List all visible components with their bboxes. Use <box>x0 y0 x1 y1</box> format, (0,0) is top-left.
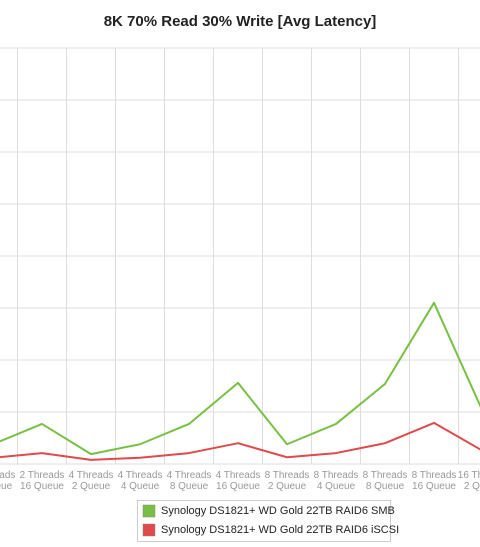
x-tick-label-line: 4 Queue <box>317 481 356 492</box>
x-tick-label-line: 4 Queue <box>121 481 160 492</box>
chart-title: 8K 70% Read 30% Write [Avg Latency] <box>104 13 377 30</box>
x-tick-label-line: 8 Queue <box>366 481 405 492</box>
legend <box>137 500 391 542</box>
x-tick-label-line: 16 Queue <box>412 481 456 492</box>
x-tick-label-line: 8 Queue <box>170 481 209 492</box>
x-tick-label-line: 4 Threads <box>118 470 163 481</box>
x-tick-label-line: 8 Threads <box>265 470 310 481</box>
x-tick-label: 8 Threads 16 Queue <box>412 470 457 492</box>
x-tick-label-line: 4 Threads <box>216 470 261 481</box>
x-tick-label: 8 Threads 2 Queue <box>265 470 310 492</box>
x-tick-label: 4 Threads 4 Queue <box>118 470 163 492</box>
x-tick-label-line: 4 Threads <box>167 470 212 481</box>
x-tick-label-line: 16 Queue <box>20 481 64 492</box>
x-tick-label-line: 8 Threads <box>412 470 457 481</box>
x-tick-label-line: 4 Threads <box>69 470 114 481</box>
x-tick-label-line: 2 Queue <box>268 481 307 492</box>
x-tick-label: 2 Threads 16 Queue <box>20 470 65 492</box>
x-tick-label: 4 Threads 16 Queue <box>216 470 261 492</box>
series-line <box>0 421 480 461</box>
x-tick-label-line: 2 Threads <box>20 470 65 481</box>
x-tick-label-line: 2 Queue <box>72 481 111 492</box>
x-tick-label: 4 Threads 8 Queue <box>167 470 212 492</box>
legend-label: Synology DS1821+ WD Gold 22TB RAID6 SMB <box>161 505 395 517</box>
x-tick-label: 8 Threads 8 Queue <box>363 470 408 492</box>
legend-label: Synology DS1821+ WD Gold 22TB RAID6 iSCS… <box>161 524 399 536</box>
x-tick-label-line: 16 Queue <box>216 481 260 492</box>
x-tick-label: 8 Threads 4 Queue <box>314 470 359 492</box>
x-tick-label-line: 16 Threads <box>458 470 480 481</box>
series-line <box>0 301 480 456</box>
legend-swatch <box>142 504 156 518</box>
x-tick-label-line: 8 Queue <box>0 481 13 492</box>
x-tick-label-line: 8 Threads <box>363 470 408 481</box>
legend-swatch <box>142 523 156 537</box>
x-tick-label: 4 Threads 2 Queue <box>69 470 114 492</box>
x-tick-label-line: 2 Threads <box>0 470 15 481</box>
x-tick-label-line: 2 Queue <box>464 481 480 492</box>
x-tick-label-line: 8 Threads <box>314 470 359 481</box>
